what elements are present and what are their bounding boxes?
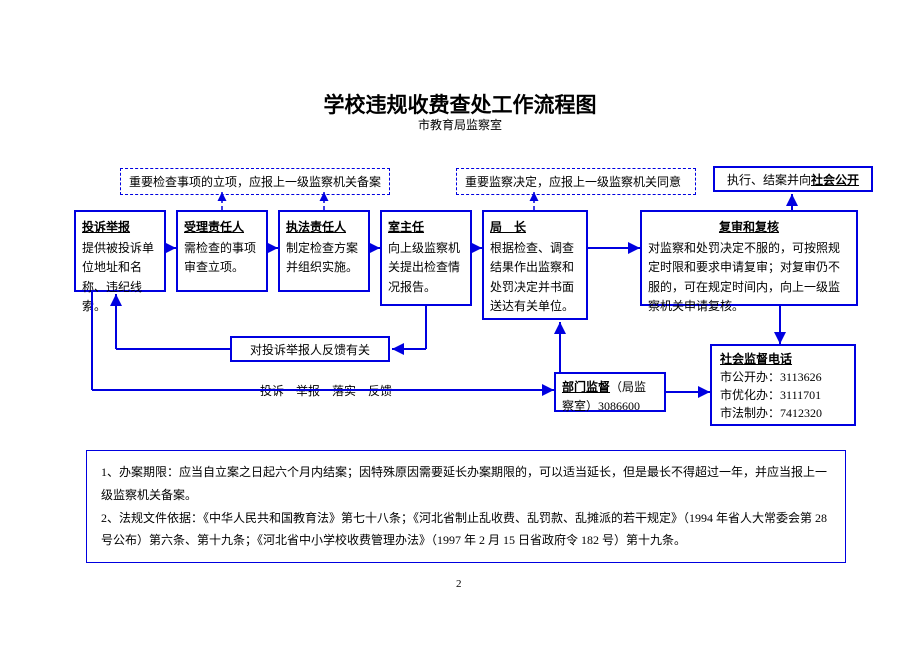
dashed-note-1: 重要检查事项的立项，应报上一级监察机关备案 [120,168,390,195]
feedback-box: 对投诉举报人反馈有关 [230,336,390,362]
node-accept-title: 受理责任人 [184,218,260,237]
notes-line2: 2、法规文件依据：《中华人民共和国教育法》第七十八条；《河北省制止乱收费、乱罚款… [101,507,831,553]
node-enforce-body: 制定检查方案并组织实施。 [286,241,358,274]
flowchart-canvas: 学校违规收费查处工作流程图 市教育局监察室 重要检查事项的立项，应报上一级监察机… [0,0,920,651]
hotline-box: 社会监督电话 市公开办：3113626 市优化办：3111701 市法制办：74… [710,344,856,426]
node-review-body: 对监察和处罚决定不服的，可按照规定时限和要求申请复审；对复审仍不服的，可在规定时… [648,241,840,313]
node-bureau-chief-body: 根据检查、调查结果作出监察和处罚决定并书面送达有关单位。 [490,241,574,313]
node-complaint: 投诉举报 提供被投诉单位地址和名称、违纪线索。 [74,210,166,292]
publish-box: 执行、结案并向社会公开 [713,166,873,192]
node-review-title: 复审和复核 [648,218,850,237]
feedback-label: 投诉 举报 落实 反馈 [260,382,392,399]
node-accept: 受理责任人 需检查的事项审查立项。 [176,210,268,292]
node-complaint-body: 提供被投诉单位地址和名称、违纪线索。 [82,241,154,313]
hotline-row-0: 市公开办：3113626 [720,368,846,386]
node-bureau-chief-title: 局 长 [490,218,580,237]
dept-phone: 3086600 [598,399,640,413]
dept-title: 部门监督 [562,380,610,394]
page-title: 学校违规收费查处工作流程图 [0,89,920,119]
dashed-note-2: 重要监察决定，应报上一级监察机关同意 [456,168,696,195]
page-subtitle: 市教育局监察室 [0,116,920,133]
node-accept-body: 需检查的事项审查立项。 [184,241,256,274]
page-number: 2 [456,578,462,590]
hotline-title: 社会监督电话 [720,350,846,368]
node-enforce: 执法责任人 制定检查方案并组织实施。 [278,210,370,292]
node-bureau-chief: 局 长 根据检查、调查结果作出监察和处罚决定并书面送达有关单位。 [482,210,588,320]
hotline-row-2: 市法制办：7412320 [720,404,846,422]
node-director-body: 向上级监察机关提出检查情况报告。 [388,241,460,293]
node-enforce-title: 执法责任人 [286,218,362,237]
hotline-row-1: 市优化办：3111701 [720,386,846,404]
node-director-title: 室主任 [388,218,464,237]
dept-supervision: 部门监督（局监察室）3086600 [554,372,666,412]
publish-bold: 社会公开 [811,173,859,187]
node-complaint-title: 投诉举报 [82,218,158,237]
notes-line1: 1、办案期限：应当自立案之日起六个月内结案；因特殊原因需要延长办案期限的，可以适… [101,461,831,507]
notes-box: 1、办案期限：应当自立案之日起六个月内结案；因特殊原因需要延长办案期限的，可以适… [86,450,846,563]
node-director: 室主任 向上级监察机关提出检查情况报告。 [380,210,472,306]
publish-prefix: 执行、结案并向 [727,173,811,187]
node-review: 复审和复核 对监察和处罚决定不服的，可按照规定时限和要求申请复审；对复审仍不服的… [640,210,858,306]
